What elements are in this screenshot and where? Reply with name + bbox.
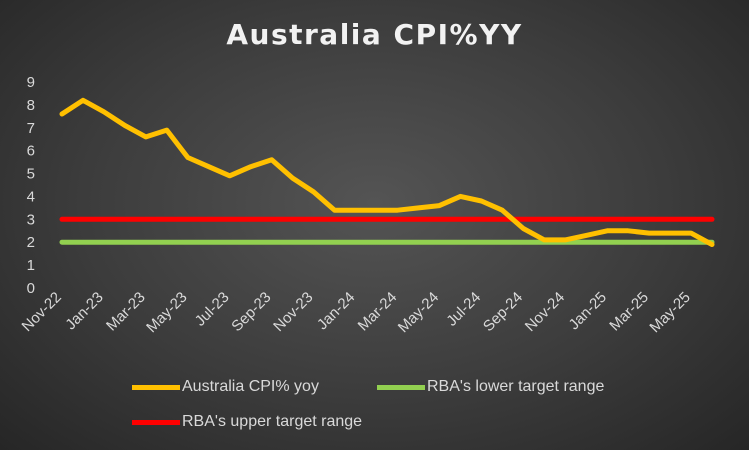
x-tick-label: Sep-23 (228, 289, 274, 335)
y-tick-label: 7 (27, 120, 35, 137)
legend-label-lower-target: RBA's lower target range (427, 378, 605, 395)
x-tick-label: Mar-23 (103, 289, 149, 335)
legend-item-cpi: Australia CPI% yoy (132, 378, 319, 396)
y-tick-label: 5 (27, 166, 35, 183)
legend-swatch-upper-target (132, 419, 180, 425)
x-tick-label: Nov-22 (19, 289, 65, 335)
y-tick-label: 1 (27, 257, 35, 274)
x-tick-label: Nov-24 (522, 289, 568, 335)
x-tick-label: Mar-24 (355, 289, 401, 335)
y-tick-label: 0 (27, 280, 35, 297)
chart-title: Australia CPI%YY (226, 18, 523, 51)
y-tick-label: 9 (27, 74, 35, 91)
x-tick-label: Mar-25 (606, 289, 652, 335)
legend-swatch-cpi (132, 384, 180, 390)
legend-swatch-lower-target (377, 384, 425, 390)
legend-item-lower-target: RBA's lower target range (377, 378, 604, 396)
y-tick-label: 4 (27, 188, 35, 205)
x-tick-label: Sep-24 (480, 289, 526, 335)
x-tick-label: Jan-24 (314, 289, 358, 333)
y-tick-label: 3 (27, 211, 35, 228)
x-tick-label: May-25 (646, 289, 693, 336)
series-line-cpi (59, 97, 715, 247)
x-tick-label: Nov-23 (270, 289, 316, 335)
legend-label-cpi: Australia CPI% yoy (182, 378, 319, 395)
x-tick-label: May-23 (143, 289, 190, 336)
legend-item-upper-target: RBA's upper target range (132, 413, 362, 431)
y-tick-label: 2 (27, 234, 35, 251)
x-tick-label: Jan-25 (566, 289, 610, 333)
x-tick-label: Jul-24 (443, 289, 484, 330)
y-tick-label: 6 (27, 143, 35, 160)
y-tick-label: 8 (27, 97, 35, 114)
legend-label-upper-target: RBA's upper target range (182, 413, 363, 430)
x-tick-label: Jul-23 (192, 289, 233, 330)
x-tick-label: May-24 (395, 289, 442, 336)
x-tick-label: Jan-23 (62, 289, 106, 333)
